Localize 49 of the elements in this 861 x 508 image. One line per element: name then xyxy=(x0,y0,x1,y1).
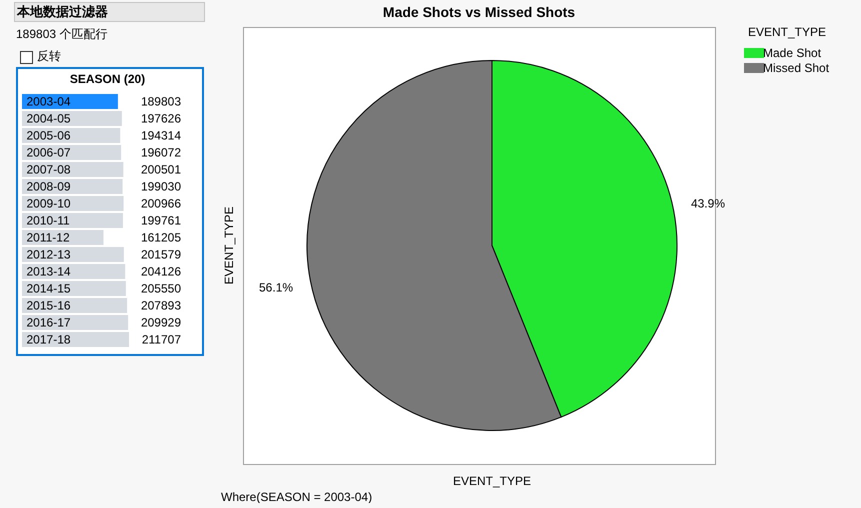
data-label: 204126 xyxy=(140,264,182,278)
y-tick-label: 2003-04 xyxy=(26,94,71,108)
data-label: 43.9% xyxy=(690,196,726,211)
data-label: 209929 xyxy=(140,316,182,330)
y-tick-label: 2007-08 xyxy=(26,162,71,176)
y-tick-label: 2006-07 xyxy=(26,146,71,160)
data-label: 205550 xyxy=(140,282,182,296)
text: 本地数据过滤器 xyxy=(14,2,205,22)
data-label: 189803 xyxy=(140,94,182,108)
legend-title: EVENT_TYPE xyxy=(748,25,826,39)
data-label: 211707 xyxy=(142,332,182,346)
data-label: 199761 xyxy=(140,214,182,228)
y-tick-label: 2017-18 xyxy=(26,332,71,346)
bar xyxy=(22,247,124,262)
legend-label: Made Shot xyxy=(763,46,822,60)
y-tick-label: 2016-17 xyxy=(26,316,71,330)
y-tick-label: 2012-13 xyxy=(26,248,71,262)
bar xyxy=(22,332,129,347)
text: 反转 xyxy=(37,49,61,64)
data-label: 196072 xyxy=(140,146,182,160)
data-label: 200966 xyxy=(140,196,182,210)
y-tick-label: 2008-09 xyxy=(26,180,71,194)
y-tick-label: 2015-16 xyxy=(26,298,71,312)
text: EVENT_TYPE xyxy=(452,474,532,488)
bar xyxy=(22,281,126,296)
legend-label: Missed Shot xyxy=(763,61,830,75)
y-tick-label: 2005-06 xyxy=(26,128,71,142)
y-tick-label: 2004-05 xyxy=(26,112,71,126)
bar xyxy=(22,298,128,313)
y-tick-label: 2013-14 xyxy=(26,264,71,278)
text: 189803 个匹配行 xyxy=(16,27,108,42)
bar xyxy=(22,315,128,330)
text: EVENT_TYPE xyxy=(222,206,236,285)
data-label: 161205 xyxy=(140,230,182,244)
y-tick-label: 2009-10 xyxy=(26,196,71,210)
data-label: 200501 xyxy=(140,162,182,176)
data-label: 56.1% xyxy=(259,280,294,294)
y-tick-label: 2010-11 xyxy=(26,214,70,228)
y-tick-label: 2014-15 xyxy=(26,282,71,296)
data-label: 197626 xyxy=(140,112,182,126)
data-label: 199030 xyxy=(140,180,182,194)
bar xyxy=(22,264,126,279)
data-label: 194314 xyxy=(140,128,182,142)
chart-title: Made Shots vs Missed Shots xyxy=(382,4,576,20)
y-tick-label: 2011-12 xyxy=(26,230,70,244)
bar xyxy=(22,213,123,228)
data-label: 207893 xyxy=(140,298,182,312)
data-label: 201579 xyxy=(140,248,182,262)
chart-title: SEASON (20) xyxy=(70,72,146,86)
